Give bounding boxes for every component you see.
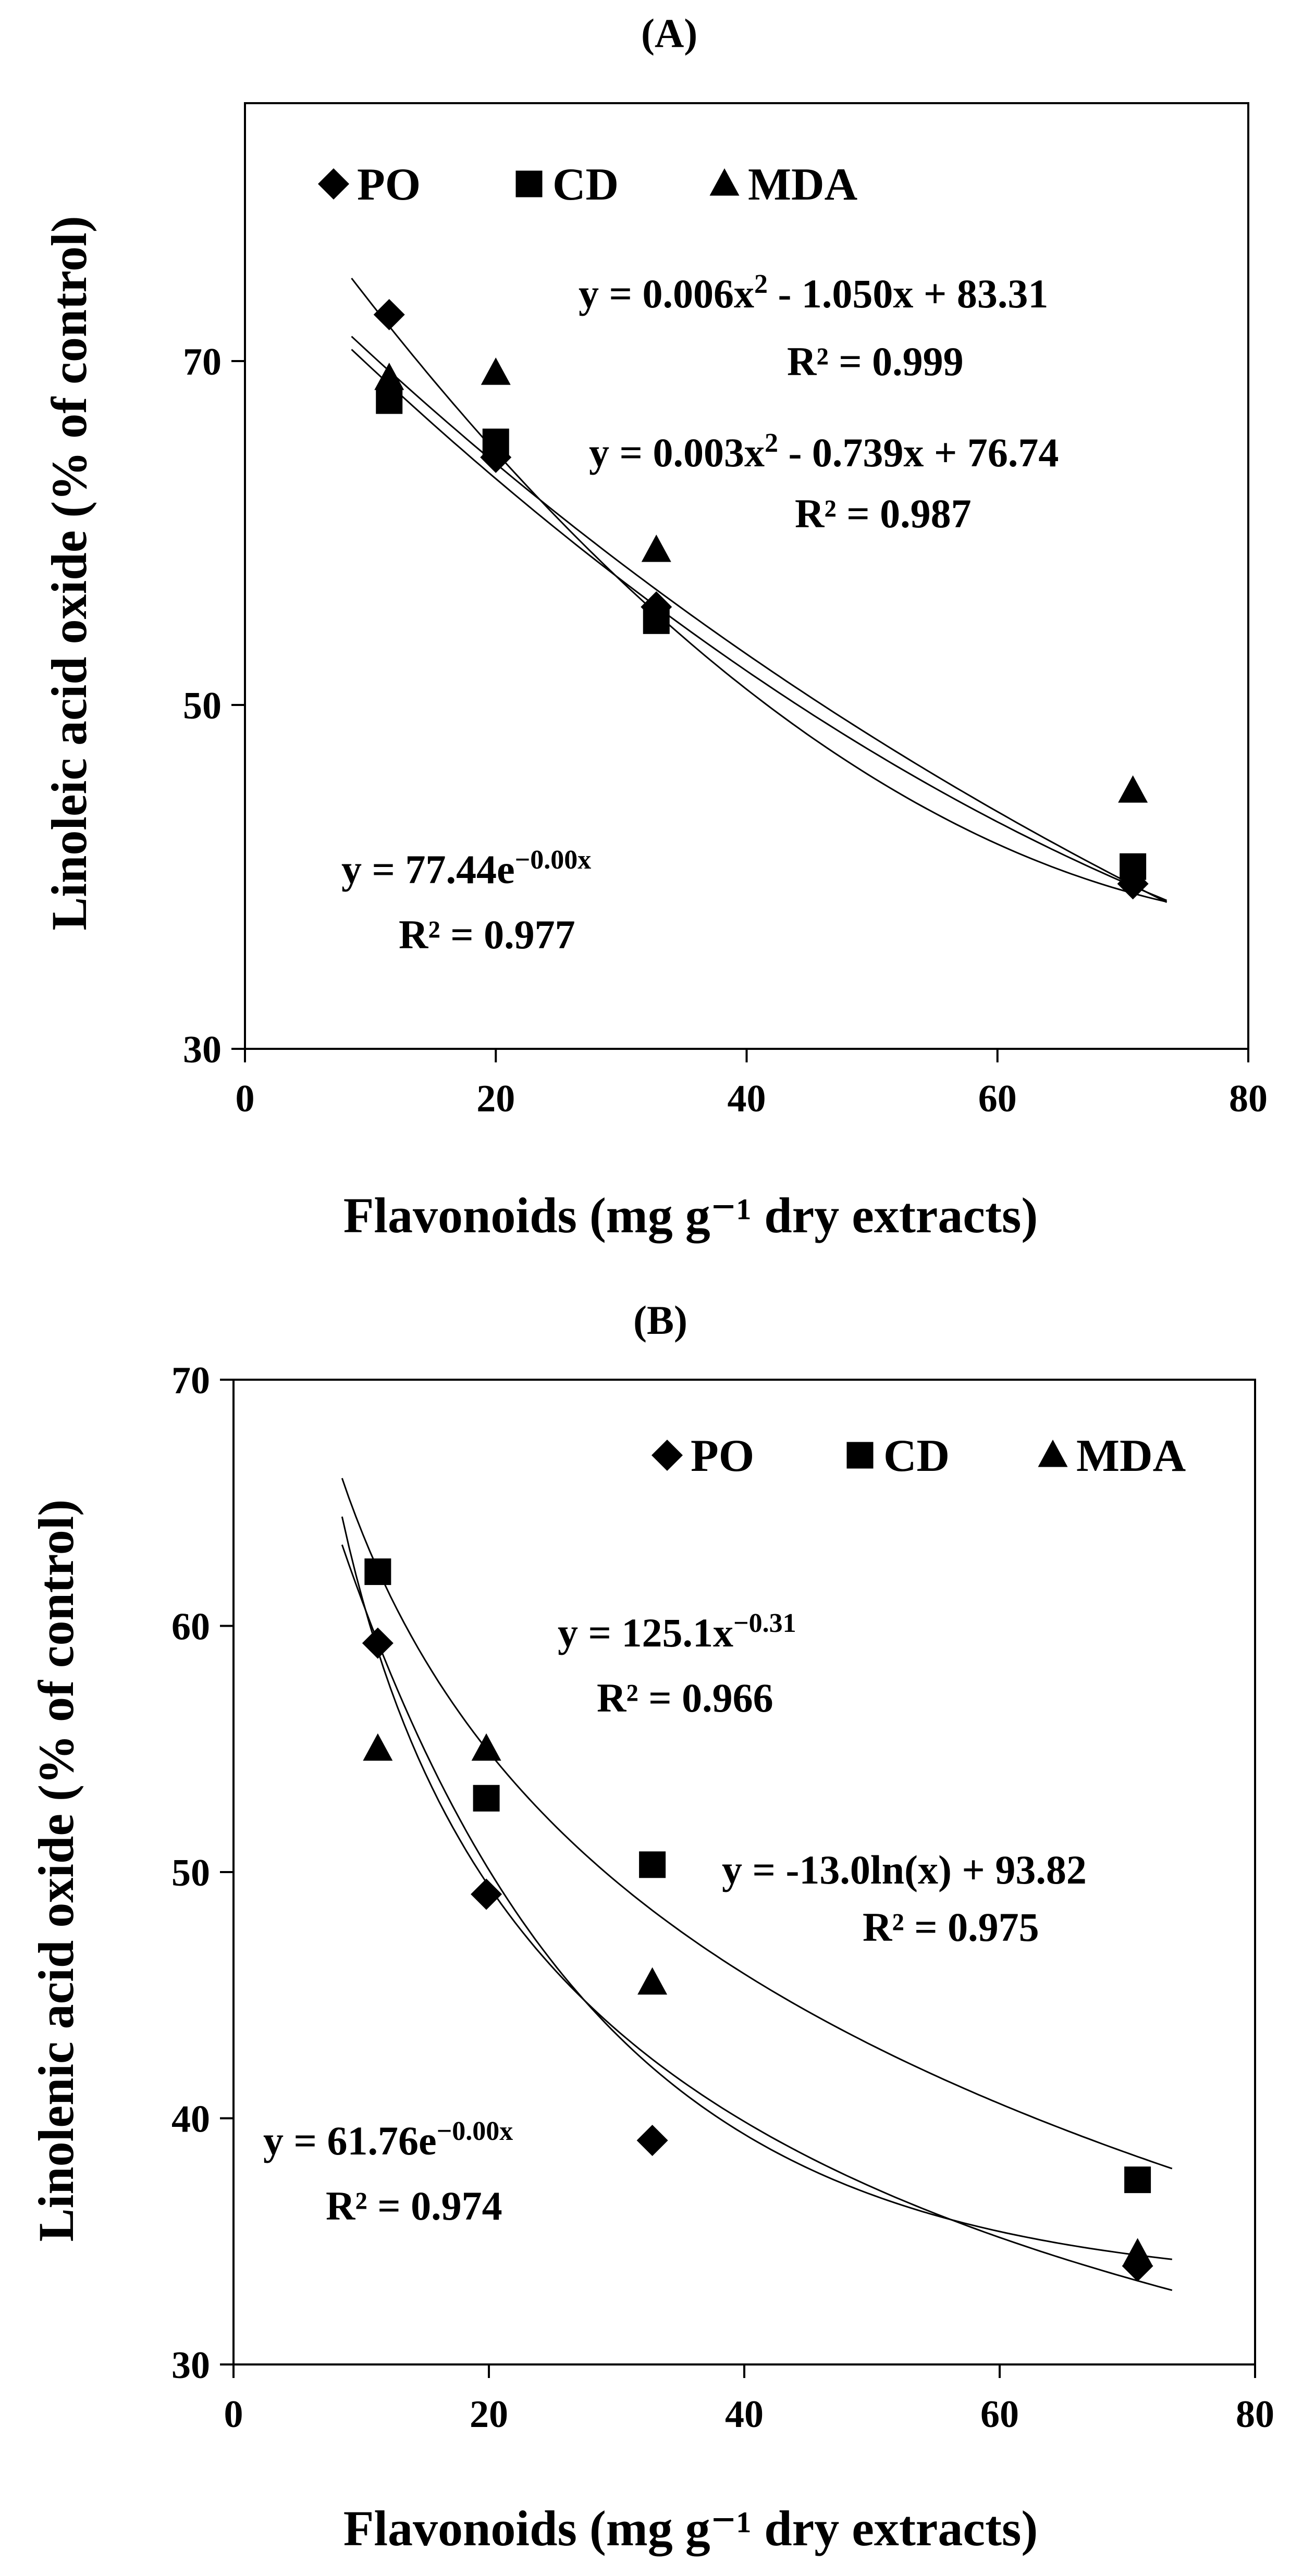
y-tick-label: 40 — [171, 2098, 210, 2141]
legend-marker-cd — [846, 1442, 874, 1469]
equation-superscript: −0.00x — [437, 2116, 513, 2146]
legend-marker-po — [318, 168, 349, 200]
trendline-2 — [351, 349, 1167, 901]
point-mda — [1118, 775, 1148, 803]
point-po — [471, 1878, 502, 1910]
y-axis-title: Linoleic acid oxide (% of control) — [41, 216, 97, 930]
point-cd — [364, 1558, 391, 1586]
point-cd — [643, 607, 670, 634]
legend-label-mda: MDA — [748, 159, 857, 210]
legend-label-po: PO — [691, 1431, 754, 1481]
y-tick-label: 50 — [183, 685, 222, 727]
point-mda — [374, 363, 404, 390]
x-tick-label: 20 — [476, 1078, 515, 1120]
point-mda — [637, 1967, 668, 1995]
x-axis-title: Flavonoids (mg g⁻¹ dry extracts) — [343, 2500, 1038, 2556]
x-axis-title: Flavonoids (mg g⁻¹ dry extracts) — [343, 1187, 1038, 1243]
x-tick-label: 0 — [236, 1078, 255, 1120]
r-squared-3: R² = 0.977 — [399, 912, 575, 957]
legend-marker-mda — [1038, 1440, 1068, 1467]
point-mda — [481, 357, 511, 385]
plot-frame — [244, 102, 1249, 1050]
panel-label: (B) — [633, 1297, 687, 1343]
point-mda — [363, 1733, 393, 1761]
point-po — [362, 1627, 394, 1659]
point-cd — [482, 428, 509, 455]
equation-superscript: 2 — [754, 269, 768, 299]
trendline-3 — [351, 336, 1167, 903]
equation-main: y = 61.76e — [263, 2118, 437, 2163]
trend-equation-1: y = 125.1x−0.31 — [558, 1608, 796, 1655]
panel-label: (A) — [641, 10, 697, 56]
x-tick-label: 40 — [725, 2393, 764, 2436]
point-cd — [1120, 853, 1147, 880]
legend-marker-po — [652, 1440, 683, 1471]
equation-rest: - 1.050x + 83.31 — [768, 271, 1048, 316]
point-cd — [639, 1851, 666, 1878]
r-squared-3: R² = 0.974 — [326, 2183, 502, 2228]
x-tick-label: 20 — [470, 2393, 508, 2436]
point-cd — [1124, 2166, 1151, 2194]
trendline-2 — [341, 1478, 1173, 2170]
equation-main: y = 0.006x — [579, 271, 754, 316]
trend-equation-2: y = -13.0ln(x) + 93.82 — [722, 1847, 1087, 1892]
x-tick-label: 80 — [1229, 1078, 1268, 1120]
chart-panel-b: (B) 30 40 50 60 70 0 20 40 60 80 Flavonoids (mg g⁻¹… — [28, 1297, 1274, 2556]
trend-equation-3: y = 61.76e−0.00x — [263, 2116, 513, 2163]
point-cd — [473, 1785, 500, 1812]
x-tick-label: 60 — [980, 2393, 1019, 2436]
x-tick-label: 0 — [224, 2393, 243, 2436]
y-tick-label: 70 — [171, 1359, 210, 1402]
legend-marker-cd — [515, 170, 543, 197]
chart-panel-a: (A) 30 50 70 0 20 40 60 80 Flavonoids (mg g⁻¹ dry… — [41, 10, 1268, 1243]
legend-label-mda: MDA — [1076, 1431, 1186, 1481]
y-tick-label: 30 — [171, 2344, 210, 2387]
legend-label-po: PO — [357, 159, 421, 210]
r-squared-1: R² = 0.999 — [787, 339, 964, 384]
x-tick-label: 80 — [1236, 2393, 1274, 2436]
point-mda — [1123, 2238, 1153, 2265]
legend: PO CD MDA — [318, 159, 857, 210]
equation-superscript: −0.00x — [515, 845, 592, 875]
point-cd — [376, 387, 403, 414]
equation-main: y = 125.1x — [558, 1610, 733, 1655]
legend-label-cd: CD — [552, 159, 619, 210]
point-mda — [471, 1733, 501, 1761]
r-squared-1: R² = 0.966 — [597, 1675, 773, 1720]
legend-marker-mda — [709, 168, 740, 196]
x-tick-label: 40 — [728, 1078, 766, 1120]
equation-superscript: −0.31 — [733, 1608, 796, 1638]
equation-main: y = 77.44e — [341, 847, 515, 892]
trendline-1 — [341, 1516, 1173, 2292]
r-squared-2: R² = 0.975 — [863, 1904, 1039, 1950]
trendline-1 — [351, 278, 1167, 903]
equation-main: y = 0.003x — [589, 430, 765, 475]
legend-label-cd: CD — [883, 1431, 950, 1481]
point-mda — [641, 535, 671, 562]
trend-equation-3: y = 77.44e−0.00x — [341, 845, 591, 892]
x-tick-label: 60 — [978, 1078, 1017, 1120]
trend-equation-1: y = 0.006x2 - 1.050x + 83.31 — [579, 269, 1048, 316]
equation-superscript: 2 — [765, 428, 778, 458]
y-tick-label: 50 — [171, 1852, 210, 1894]
y-tick-label: 30 — [183, 1029, 222, 1071]
point-po — [373, 299, 405, 330]
trend-equation-2: y = 0.003x2 - 0.739x + 76.74 — [589, 428, 1059, 475]
legend: PO CD MDA — [652, 1431, 1186, 1481]
y-tick-label: 60 — [171, 1606, 210, 1649]
equation-rest: - 0.739x + 76.74 — [778, 430, 1059, 475]
trendline-3 — [341, 1544, 1172, 2260]
y-tick-label: 70 — [183, 341, 222, 383]
equation-main: y = -13.0ln(x) + 93.82 — [722, 1847, 1087, 1892]
r-squared-2: R² = 0.987 — [795, 491, 972, 536]
y-axis-title: Linolenic acid oxide (% of control) — [28, 1500, 84, 2242]
point-po — [636, 2125, 668, 2157]
